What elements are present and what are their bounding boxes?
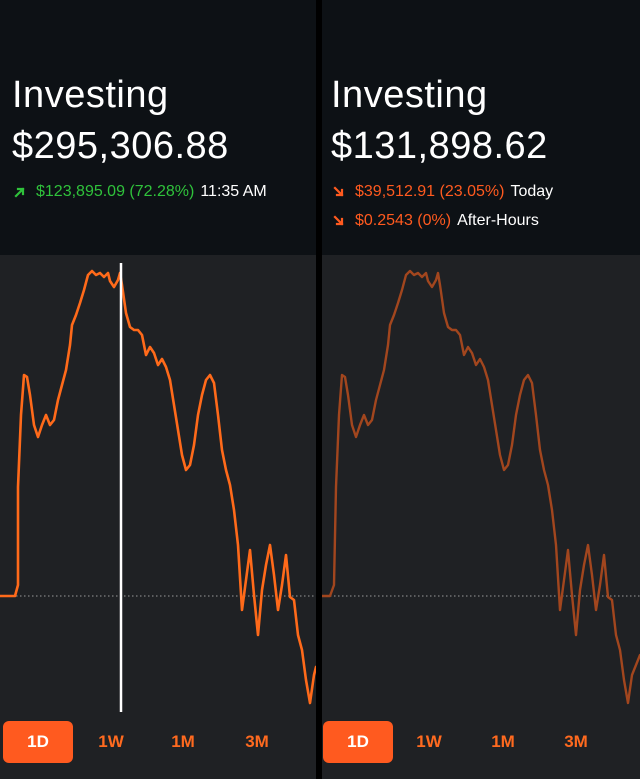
today-change: $39,512.91 (23.05%) Today [333,182,553,202]
tab-1w[interactable]: 1W [416,732,442,751]
portfolio-value: $131,898.62 [331,125,548,167]
page-title: Investing [331,74,488,116]
panel-divider [316,0,322,779]
right-header: Investing $131,898.62 $39,512.91 (23.05%… [322,0,640,255]
tab-1w[interactable]: 1W [98,732,124,751]
tab-3m[interactable]: 3M [564,732,588,751]
right-portfolio-panel: Investing $131,898.62 $39,512.91 (23.05%… [322,0,640,779]
tab-1m[interactable]: 1M [171,732,195,751]
after-hours-amount: $0.2543 (0%) [355,212,452,229]
tab-1d[interactable]: 1D [323,721,393,763]
arrow-down-right-icon [333,215,345,227]
right-range-tabs: 1D 1W 1M 3M [322,718,640,768]
right-chart[interactable] [322,255,640,715]
arrow-up-right-icon [14,186,26,198]
tab-1m[interactable]: 1M [491,732,515,751]
page-title: Investing [12,74,169,116]
daily-change: $123,895.09 (72.28%) 11:35 AM [14,182,267,202]
change-label: Today [510,183,554,200]
after-hours-change: $0.2543 (0%) After-Hours [333,211,539,231]
change-amount: $39,512.91 (23.05%) [355,183,505,200]
change-amount: $123,895.09 (72.28%) [36,183,195,200]
price-line [0,269,316,705]
after-hours-label: After-Hours [457,212,539,229]
tab-1d[interactable]: 1D [3,721,73,763]
portfolio-value: $295,306.88 [12,125,229,167]
tab-3m[interactable]: 3M [245,732,269,751]
left-header: Investing $295,306.88 $123,895.09 (72.28… [0,0,316,255]
left-portfolio-panel: Investing $295,306.88 $123,895.09 (72.28… [0,0,316,779]
change-time: 11:35 AM [200,183,267,200]
price-line [322,269,640,705]
arrow-down-right-icon [333,186,345,198]
left-chart[interactable] [0,255,316,715]
left-range-tabs: 1D 1W 1M 3M [0,718,316,768]
